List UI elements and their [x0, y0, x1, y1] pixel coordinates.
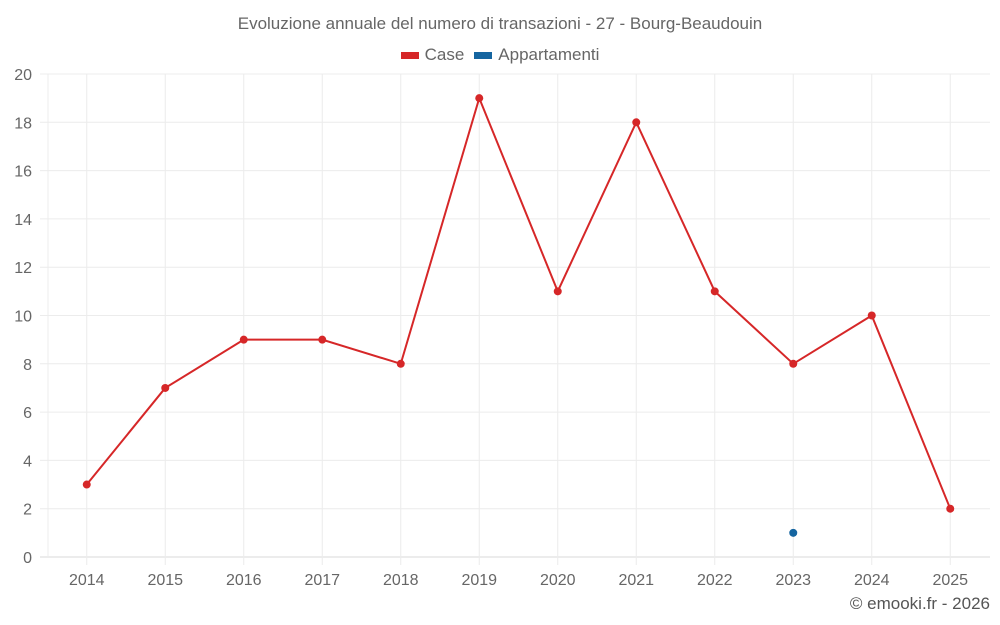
legend-label-appartamenti: Appartamenti	[498, 45, 600, 64]
y-tick-label: 16	[14, 164, 32, 181]
copyright-footer: © emooki.fr - 2026	[849, 594, 990, 613]
y-tick-label: 10	[14, 309, 32, 326]
x-tick-label: 2016	[226, 572, 262, 589]
x-tick-label: 2019	[461, 572, 497, 589]
data-point	[82, 480, 91, 489]
data-point	[867, 311, 876, 320]
x-tick-label: 2018	[383, 572, 419, 589]
data-point	[789, 359, 798, 368]
data-point	[710, 287, 719, 296]
x-tick-label: 2021	[618, 572, 654, 589]
y-tick-label: 18	[14, 115, 32, 132]
data-point	[553, 287, 562, 296]
legend-label-case: Case	[424, 45, 465, 64]
y-tick-label: 20	[14, 67, 32, 84]
x-tick-label: 2015	[147, 572, 183, 589]
legend-item-case[interactable]: Case	[400, 45, 465, 65]
x-tick-label: 2024	[854, 572, 890, 589]
y-tick-label: 2	[23, 502, 32, 519]
y-tick-label: 12	[14, 260, 32, 277]
x-tick-label: 2022	[697, 572, 733, 589]
legend-swatch-case	[400, 51, 419, 59]
y-tick-label: 4	[23, 453, 32, 470]
y-tick-label: 0	[23, 550, 32, 567]
x-tick-label: 2020	[540, 572, 576, 589]
series-line-case	[85, 95, 952, 510]
x-tick-label: 2014	[69, 572, 105, 589]
data-point	[475, 94, 484, 103]
y-tick-label: 14	[14, 212, 32, 229]
data-point	[396, 359, 405, 368]
chart-title: Evoluzione annuale del numero di transaz…	[237, 14, 763, 33]
data-point	[789, 528, 798, 537]
y-tick-label: 6	[23, 405, 32, 422]
data-point	[946, 504, 955, 513]
legend-swatch-appartamenti	[474, 51, 493, 59]
x-tick-label: 2023	[775, 572, 811, 589]
legend-item-appartamenti[interactable]: Appartamenti	[474, 45, 599, 65]
chart-legend: Case Appartamenti	[0, 45, 1000, 65]
data-point	[239, 335, 248, 344]
x-tick-label: 2017	[304, 572, 340, 589]
x-tick-label: 2025	[932, 572, 968, 589]
data-point	[161, 383, 170, 392]
data-point	[318, 335, 327, 344]
y-tick-label: 8	[23, 357, 32, 374]
data-point	[632, 118, 641, 127]
